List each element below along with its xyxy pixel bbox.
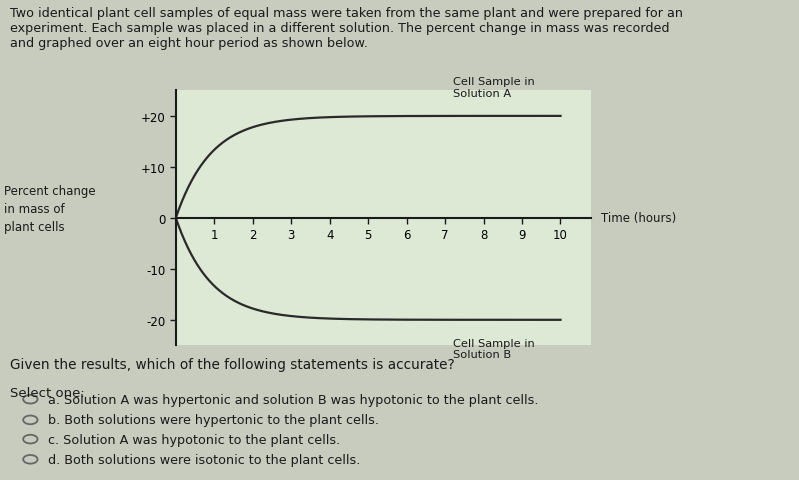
Text: Two identical plant cell samples of equal mass were taken from the same plant an: Two identical plant cell samples of equa… (10, 7, 682, 50)
Text: Time (hours): Time (hours) (601, 212, 676, 225)
Text: Percent change
in mass of
plant cells: Percent change in mass of plant cells (4, 184, 96, 233)
Text: d. Both solutions were isotonic to the plant cells.: d. Both solutions were isotonic to the p… (48, 453, 360, 466)
Text: c. Solution A was hypotonic to the plant cells.: c. Solution A was hypotonic to the plant… (48, 432, 340, 446)
Text: Cell Sample in
Solution A: Cell Sample in Solution A (453, 77, 535, 99)
Text: a. Solution A was hypertonic and solution B was hypotonic to the plant cells.: a. Solution A was hypertonic and solutio… (48, 393, 539, 406)
Text: Given the results, which of the following statements is accurate?: Given the results, which of the followin… (10, 358, 455, 372)
Text: b. Both solutions were hypertonic to the plant cells.: b. Both solutions were hypertonic to the… (48, 413, 379, 427)
Text: Cell Sample in
Solution B: Cell Sample in Solution B (453, 338, 535, 360)
Text: Select one:: Select one: (10, 386, 85, 399)
